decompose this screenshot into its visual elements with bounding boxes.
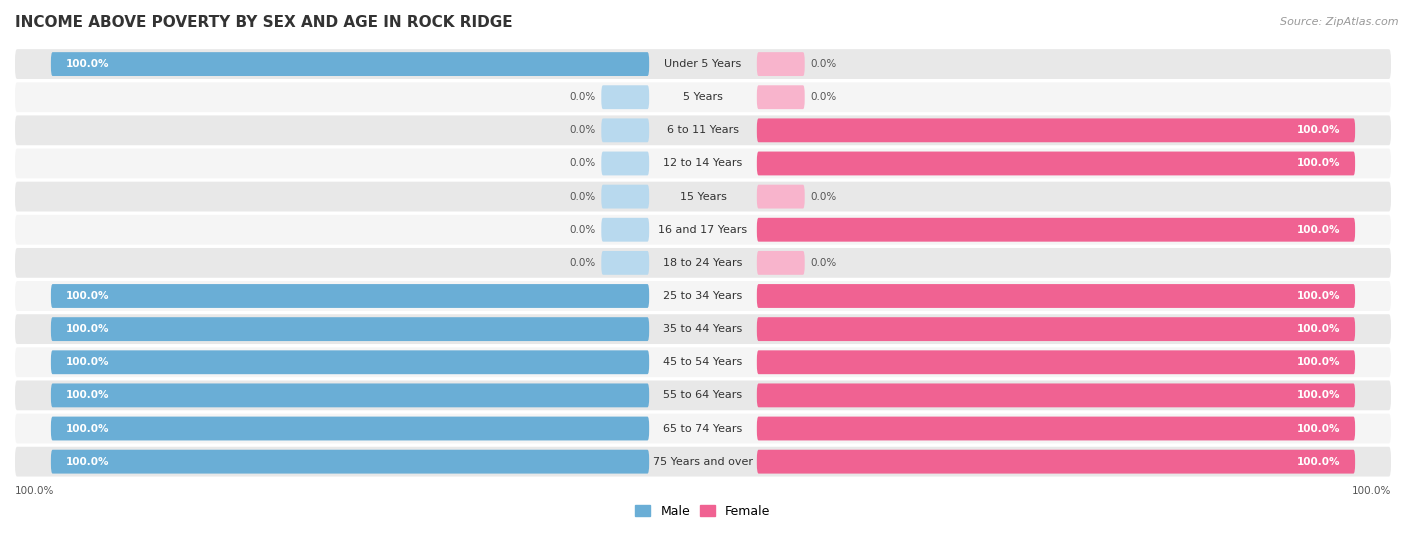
- FancyBboxPatch shape: [756, 86, 804, 109]
- Text: 100.0%: 100.0%: [1296, 424, 1340, 434]
- Text: 0.0%: 0.0%: [569, 158, 595, 168]
- Text: 0.0%: 0.0%: [569, 225, 595, 235]
- FancyBboxPatch shape: [51, 350, 650, 374]
- Text: 100.0%: 100.0%: [1296, 390, 1340, 400]
- FancyBboxPatch shape: [602, 251, 650, 275]
- FancyBboxPatch shape: [602, 151, 650, 176]
- Text: INCOME ABOVE POVERTY BY SEX AND AGE IN ROCK RIDGE: INCOME ABOVE POVERTY BY SEX AND AGE IN R…: [15, 15, 513, 30]
- FancyBboxPatch shape: [51, 284, 650, 308]
- FancyBboxPatch shape: [15, 381, 1391, 410]
- Text: Under 5 Years: Under 5 Years: [665, 59, 741, 69]
- Text: Source: ZipAtlas.com: Source: ZipAtlas.com: [1281, 17, 1399, 27]
- FancyBboxPatch shape: [602, 218, 650, 241]
- Text: 0.0%: 0.0%: [811, 92, 837, 102]
- Text: 0.0%: 0.0%: [569, 258, 595, 268]
- Text: 16 and 17 Years: 16 and 17 Years: [658, 225, 748, 235]
- Text: 65 to 74 Years: 65 to 74 Years: [664, 424, 742, 434]
- FancyBboxPatch shape: [15, 281, 1391, 311]
- Text: 45 to 54 Years: 45 to 54 Years: [664, 357, 742, 367]
- FancyBboxPatch shape: [756, 184, 804, 209]
- Text: 100.0%: 100.0%: [66, 424, 110, 434]
- FancyBboxPatch shape: [51, 450, 650, 473]
- FancyBboxPatch shape: [756, 218, 1355, 241]
- Text: 0.0%: 0.0%: [569, 125, 595, 135]
- Text: 0.0%: 0.0%: [811, 59, 837, 69]
- Text: 100.0%: 100.0%: [66, 59, 110, 69]
- FancyBboxPatch shape: [756, 383, 1355, 408]
- FancyBboxPatch shape: [15, 49, 1391, 79]
- FancyBboxPatch shape: [756, 52, 804, 76]
- FancyBboxPatch shape: [15, 347, 1391, 377]
- Text: 100.0%: 100.0%: [66, 390, 110, 400]
- Text: 100.0%: 100.0%: [66, 291, 110, 301]
- FancyBboxPatch shape: [602, 184, 650, 209]
- FancyBboxPatch shape: [51, 52, 650, 76]
- FancyBboxPatch shape: [756, 251, 804, 275]
- Text: 12 to 14 Years: 12 to 14 Years: [664, 158, 742, 168]
- Text: 100.0%: 100.0%: [1296, 125, 1340, 135]
- FancyBboxPatch shape: [51, 416, 650, 440]
- Text: 100.0%: 100.0%: [1296, 225, 1340, 235]
- Text: 0.0%: 0.0%: [569, 92, 595, 102]
- FancyBboxPatch shape: [15, 314, 1391, 344]
- Text: 100.0%: 100.0%: [1296, 457, 1340, 467]
- Text: 100.0%: 100.0%: [1296, 357, 1340, 367]
- Legend: Male, Female: Male, Female: [630, 500, 776, 523]
- Text: 100.0%: 100.0%: [1296, 158, 1340, 168]
- FancyBboxPatch shape: [756, 350, 1355, 374]
- FancyBboxPatch shape: [756, 119, 1355, 143]
- FancyBboxPatch shape: [15, 215, 1391, 245]
- FancyBboxPatch shape: [756, 284, 1355, 308]
- FancyBboxPatch shape: [756, 151, 1355, 176]
- FancyBboxPatch shape: [15, 82, 1391, 112]
- FancyBboxPatch shape: [756, 450, 1355, 473]
- FancyBboxPatch shape: [51, 317, 650, 341]
- FancyBboxPatch shape: [15, 248, 1391, 278]
- Text: 100.0%: 100.0%: [1296, 291, 1340, 301]
- Text: 25 to 34 Years: 25 to 34 Years: [664, 291, 742, 301]
- FancyBboxPatch shape: [15, 182, 1391, 211]
- Text: 0.0%: 0.0%: [569, 192, 595, 202]
- FancyBboxPatch shape: [15, 149, 1391, 178]
- Text: 5 Years: 5 Years: [683, 92, 723, 102]
- Text: 100.0%: 100.0%: [15, 486, 55, 495]
- Text: 100.0%: 100.0%: [1296, 324, 1340, 334]
- FancyBboxPatch shape: [15, 414, 1391, 443]
- Text: 100.0%: 100.0%: [66, 324, 110, 334]
- FancyBboxPatch shape: [756, 317, 1355, 341]
- FancyBboxPatch shape: [51, 383, 650, 408]
- Text: 100.0%: 100.0%: [1351, 486, 1391, 495]
- Text: 100.0%: 100.0%: [66, 357, 110, 367]
- Text: 0.0%: 0.0%: [811, 192, 837, 202]
- Text: 75 Years and over: 75 Years and over: [652, 457, 754, 467]
- Text: 55 to 64 Years: 55 to 64 Years: [664, 390, 742, 400]
- Text: 100.0%: 100.0%: [66, 457, 110, 467]
- Text: 15 Years: 15 Years: [679, 192, 727, 202]
- FancyBboxPatch shape: [15, 447, 1391, 477]
- FancyBboxPatch shape: [15, 116, 1391, 145]
- FancyBboxPatch shape: [602, 86, 650, 109]
- Text: 6 to 11 Years: 6 to 11 Years: [666, 125, 740, 135]
- Text: 35 to 44 Years: 35 to 44 Years: [664, 324, 742, 334]
- FancyBboxPatch shape: [602, 119, 650, 143]
- FancyBboxPatch shape: [756, 416, 1355, 440]
- Text: 18 to 24 Years: 18 to 24 Years: [664, 258, 742, 268]
- Text: 0.0%: 0.0%: [811, 258, 837, 268]
